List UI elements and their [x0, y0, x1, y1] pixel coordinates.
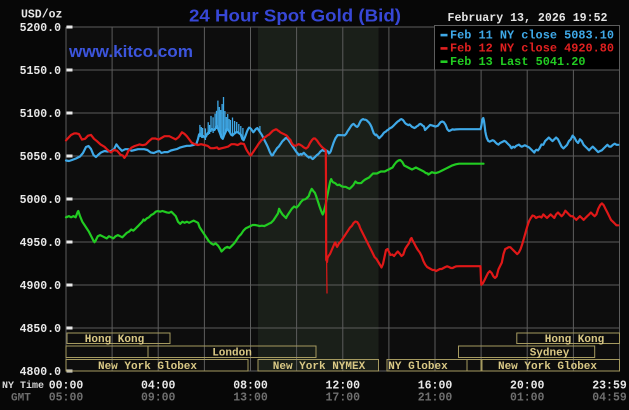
- svg-text:www.kitco.com: www.kitco.com: [68, 42, 193, 61]
- svg-text:12:00: 12:00: [326, 380, 361, 393]
- svg-text:4950.0: 4950.0: [20, 237, 62, 250]
- svg-text:4900.0: 4900.0: [20, 280, 62, 293]
- svg-text:Hong Kong: Hong Kong: [85, 334, 144, 346]
- svg-text:Hong Kong: Hong Kong: [545, 334, 604, 346]
- svg-text:4850.0: 4850.0: [20, 323, 62, 336]
- svg-text:NY Globex: NY Globex: [388, 361, 448, 373]
- svg-text:5050.0: 5050.0: [20, 151, 62, 164]
- svg-text:London: London: [212, 348, 252, 360]
- svg-text:GMT: GMT: [11, 393, 31, 405]
- svg-text:13:00: 13:00: [233, 392, 268, 405]
- svg-text:5200.0: 5200.0: [20, 22, 62, 35]
- svg-text:04:59: 04:59: [592, 392, 627, 405]
- svg-text:04:00: 04:00: [141, 380, 176, 393]
- svg-text:5150.0: 5150.0: [20, 65, 62, 78]
- svg-text:09:00: 09:00: [141, 392, 176, 405]
- svg-text:NY Time: NY Time: [2, 380, 44, 392]
- svg-text:00:00: 00:00: [49, 380, 84, 393]
- svg-text:Sydney: Sydney: [530, 348, 570, 360]
- svg-text:USD/oz: USD/oz: [21, 9, 63, 22]
- svg-text:New York Globex: New York Globex: [98, 361, 197, 373]
- svg-text:5000.0: 5000.0: [20, 194, 62, 207]
- svg-text:Feb 12 NY close 4920.80: Feb 12 NY close 4920.80: [450, 42, 614, 56]
- svg-text:24 Hour Spot Gold (Bid): 24 Hour Spot Gold (Bid): [189, 6, 401, 26]
- svg-text:February 13, 2026 19:52: February 13, 2026 19:52: [448, 11, 608, 25]
- svg-text:4800.0: 4800.0: [20, 366, 62, 379]
- svg-text:16:00: 16:00: [418, 380, 453, 393]
- svg-text:New York Globex: New York Globex: [498, 361, 597, 373]
- svg-text:01:00: 01:00: [510, 392, 545, 405]
- svg-text:Feb 11 NY close 5083.10: Feb 11 NY close 5083.10: [450, 28, 614, 42]
- svg-text:20:00: 20:00: [510, 380, 545, 393]
- svg-text:08:00: 08:00: [233, 380, 268, 393]
- svg-text:17:00: 17:00: [326, 392, 361, 405]
- svg-text:5100.0: 5100.0: [20, 108, 62, 121]
- svg-text:New York NYMEX: New York NYMEX: [273, 361, 366, 373]
- svg-text:05:00: 05:00: [49, 392, 84, 405]
- svg-text:23:59: 23:59: [592, 380, 627, 393]
- svg-text:21:00: 21:00: [418, 392, 453, 405]
- svg-text:Feb 13 Last 5041.20: Feb 13 Last 5041.20: [450, 55, 586, 69]
